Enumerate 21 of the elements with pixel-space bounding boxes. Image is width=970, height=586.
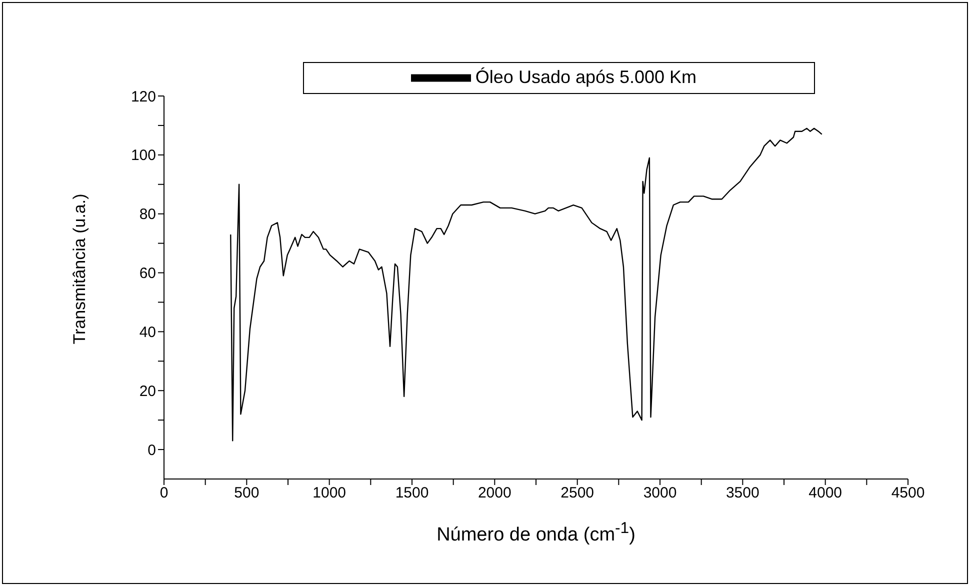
x-tick-label: 3000 <box>643 484 677 502</box>
x-tick-label: 4500 <box>891 484 925 502</box>
y-tick-label: 40 <box>139 324 156 342</box>
x-tick-label: 3500 <box>726 484 760 502</box>
y-tick-label: 80 <box>139 206 156 224</box>
y-tick-label: 100 <box>130 147 156 164</box>
x-axis-title: Número de onda (cm$^{-1}$) <box>436 520 636 546</box>
x-tick-label: 0 <box>160 484 168 502</box>
line-series <box>230 128 822 442</box>
y-axis-title: Transmitância (u.a.) <box>70 192 90 346</box>
legend-label: Óleo Usado após 5.000 Km <box>475 66 697 87</box>
x-tick-label: 1000 <box>312 484 346 502</box>
x-tick-label: 2000 <box>478 484 512 502</box>
x-tick-label: 4000 <box>808 484 842 502</box>
y-tick-label: 60 <box>139 265 156 282</box>
y-tick-label: 20 <box>139 382 156 400</box>
y-tick-label: 0 <box>148 442 156 459</box>
x-tick-label: 500 <box>234 484 260 502</box>
x-tick-label: 2500 <box>560 484 594 502</box>
x-tick-label: 1500 <box>395 484 429 502</box>
y-tick-label: 120 <box>130 88 156 106</box>
